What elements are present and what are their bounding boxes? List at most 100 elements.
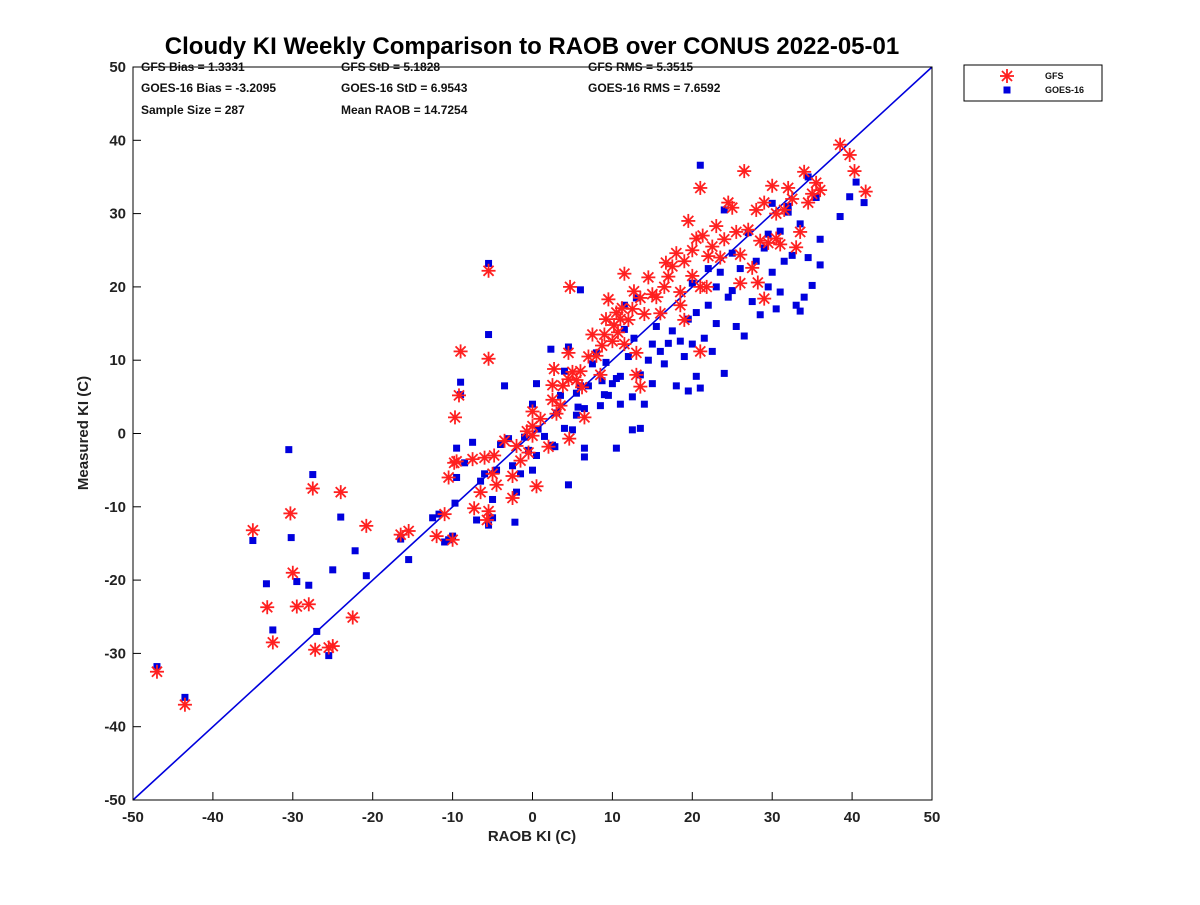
gfs-point [833,137,848,152]
goes-16-point [337,513,345,521]
gfs-point [265,635,280,650]
goes-16-point [453,473,461,481]
gfs-point [789,240,804,255]
gfs-point [447,410,462,425]
gfs-point [745,260,760,275]
legend-entries: GFS GOES-16 [1000,69,1084,95]
goes-16-point [509,462,517,470]
goes-16-point [784,208,792,216]
gfs-point [453,344,468,359]
gfs-point [614,301,629,316]
goes-16-point [728,249,736,257]
goes-16-point [560,367,568,375]
gfs-point [285,565,300,580]
y-axis-ticks: 50 40 30 20 10 0 -10 -20 -30 -40 -50 [104,59,141,809]
goes-16-point [451,499,459,507]
gfs-point [673,298,688,313]
goes-16-point [772,305,780,313]
x-tick-label: 30 [764,809,781,826]
gfs-point [661,269,676,284]
gfs-point [733,276,748,291]
goes-16-point [852,178,860,186]
gfs-point [673,285,688,300]
goes-16-point [313,627,321,635]
gfs-point [709,219,724,234]
x-tick-label: -30 [282,809,304,826]
goes-16-point [668,327,676,335]
gfs-point [545,392,560,407]
goes-16-point [517,470,525,478]
goes-16-point [485,521,493,529]
goes-16-point [489,514,497,522]
goes-16-point [580,405,588,413]
gfs-point [473,485,488,500]
gfs-point [741,222,756,237]
gfs-point [858,184,873,199]
gfs-point [521,445,536,460]
gfs-point [593,367,608,382]
gfs-point [781,180,796,195]
goes-16-point [612,444,620,452]
gfs-point [757,195,772,210]
gfs-point [301,597,316,612]
y-tick-label: 10 [109,352,126,369]
goes-16-point [329,566,337,574]
x-tick-label: 20 [684,809,701,826]
goes-16-point [521,433,529,441]
gfs-point [479,512,494,527]
goes-16-point [287,534,295,542]
stats-block: GFS Bias = 1.3331 GFS StD = 5.1828 GFS RMS… [141,60,721,117]
goes-16-point [630,334,638,342]
gfs-point [305,481,320,496]
goes-16-point [628,393,636,401]
x-tick-label: -10 [442,809,464,826]
goes-16-point [816,261,824,269]
goes-16-point [473,516,481,524]
goes-16-point [481,470,489,478]
goes-16-point [580,453,588,461]
gfs-point [589,348,604,363]
gfs-point [757,291,772,306]
gfs-point [485,466,500,481]
gfs-point [621,312,636,327]
gfs-point [705,239,720,254]
gfs-point [308,642,323,657]
goes-16-point [644,356,652,364]
goes-16-point [724,293,732,301]
x-tick-label: 0 [528,809,536,826]
goes-16-point [800,293,808,301]
goes-16-point [616,372,624,380]
gfs-point [665,259,680,274]
gfs-point [465,452,480,467]
goes-16-point [652,322,660,330]
goes-16-point [768,268,776,276]
gfs-point [359,518,374,533]
gfs-point [487,448,502,463]
x-tick-label: -50 [122,809,144,826]
goes-16-point [640,400,648,408]
x-tick-label: 40 [844,809,861,826]
goes-16-point [568,426,576,434]
goes-16-point [656,347,664,355]
gfs-point [637,307,652,322]
stat-text: Mean RAOB = 14.7254 [341,103,468,117]
x-axis-label: RAOB KI (C) [488,828,576,845]
goes-16-point [285,446,293,454]
goes-16-point [325,652,333,660]
gfs-point [685,243,700,258]
goes-16-point [776,227,784,235]
goes-16-point [688,279,696,287]
x-tick-label: -20 [362,809,384,826]
stat-text: Sample Size = 287 [141,103,245,117]
goes-16-point [648,380,656,388]
gfs-point [260,600,275,615]
goes-16-point [532,380,540,388]
goes-16-point [513,488,521,496]
goes-16-point [748,298,756,306]
gfs-point [681,213,696,228]
gfs-point [653,306,668,321]
gfs-point [149,664,164,679]
